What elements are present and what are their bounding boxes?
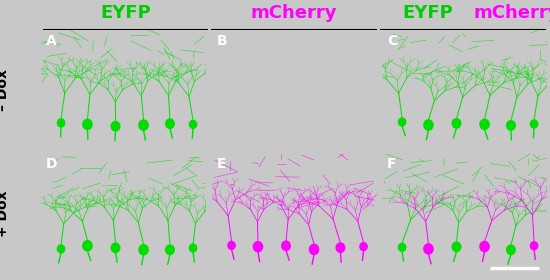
Ellipse shape: [282, 241, 290, 251]
Text: – Dox: – Dox: [0, 69, 10, 111]
Ellipse shape: [360, 243, 367, 251]
Ellipse shape: [507, 121, 515, 130]
Text: D: D: [46, 157, 58, 171]
Ellipse shape: [111, 243, 120, 253]
Ellipse shape: [83, 119, 92, 129]
Ellipse shape: [310, 244, 318, 255]
Text: mCherry: mCherry: [473, 4, 550, 22]
Ellipse shape: [228, 241, 235, 249]
Ellipse shape: [398, 118, 406, 126]
Ellipse shape: [480, 119, 489, 129]
Text: E: E: [217, 157, 226, 171]
Ellipse shape: [57, 119, 65, 127]
Text: EYFP: EYFP: [402, 4, 453, 22]
Ellipse shape: [424, 120, 433, 130]
Ellipse shape: [166, 119, 174, 129]
Ellipse shape: [166, 245, 174, 255]
Ellipse shape: [336, 243, 345, 252]
Text: C: C: [387, 34, 398, 48]
Text: EYFP: EYFP: [100, 4, 151, 22]
Ellipse shape: [139, 245, 148, 255]
Ellipse shape: [189, 244, 197, 252]
Text: + Dox: + Dox: [0, 191, 10, 237]
Ellipse shape: [254, 242, 262, 252]
Ellipse shape: [189, 120, 197, 128]
Ellipse shape: [480, 241, 489, 252]
Ellipse shape: [530, 242, 538, 250]
Text: B: B: [217, 34, 227, 48]
Ellipse shape: [452, 119, 461, 128]
Ellipse shape: [507, 245, 515, 255]
Text: F: F: [387, 157, 397, 171]
Ellipse shape: [452, 242, 461, 251]
Ellipse shape: [530, 120, 538, 128]
Ellipse shape: [83, 241, 92, 251]
Ellipse shape: [111, 122, 120, 131]
Text: mCherry: mCherry: [251, 4, 338, 22]
Ellipse shape: [57, 245, 65, 253]
Ellipse shape: [424, 244, 433, 254]
Ellipse shape: [398, 243, 406, 251]
Text: A: A: [46, 34, 57, 48]
Ellipse shape: [139, 120, 148, 130]
